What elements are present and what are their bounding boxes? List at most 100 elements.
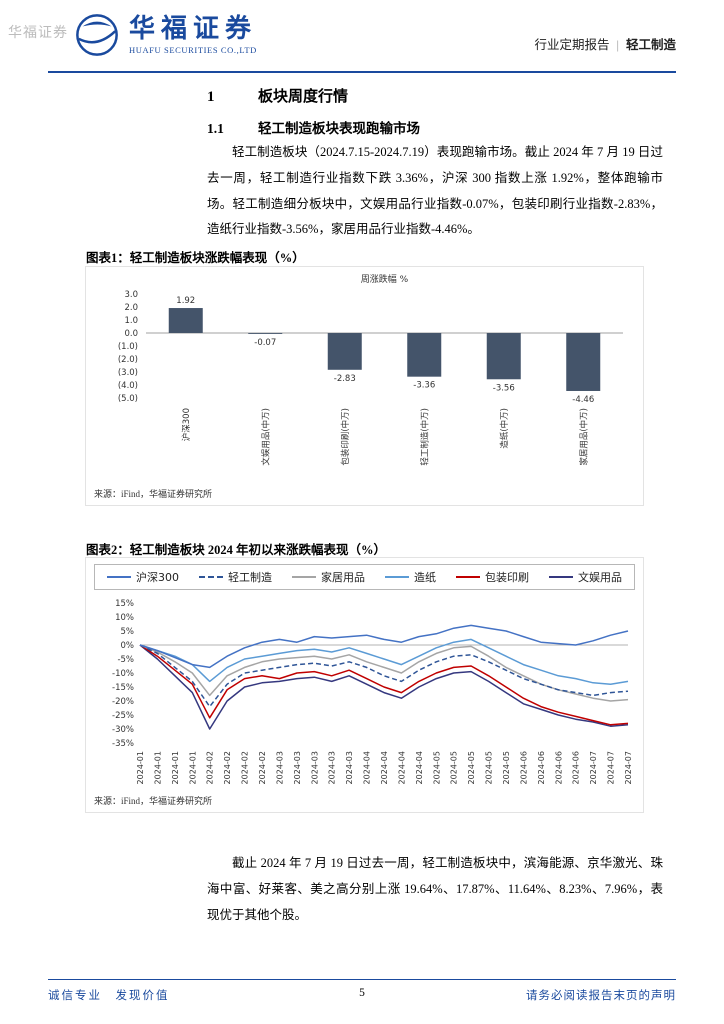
subsection-title: 轻工制造板块表现跑输市场 [258,121,420,136]
svg-text:沪深300: 沪深300 [181,408,192,441]
subsection-number: 1.1 [207,121,224,136]
figure2-legend: 沪深300 轻工制造 家居用品 造纸 包装印刷 文娱用品 [94,564,635,590]
legend-label: 家居用品 [321,571,365,584]
svg-text:-3.36: -3.36 [413,381,435,391]
page-header: 华福证券 HUAFU SECURITIES CO.,LTD 行业定期报告 | 轻工制… [48,12,676,58]
legend-label: 沪深300 [136,571,179,584]
svg-text:2024-06: 2024-06 [537,751,546,784]
svg-text:2024-03: 2024-03 [345,751,354,784]
svg-text:1.92: 1.92 [176,296,195,306]
legend-swatch [385,576,409,578]
legend-label: 造纸 [414,571,436,584]
ytd-change-line-chart: 15%10%5%0%-5%-10%-15%-20%-25%-30%-35%202… [112,599,633,784]
svg-text:-5%: -5% [117,655,134,665]
svg-text:文娱用品(中万): 文娱用品(中万) [260,408,271,466]
svg-text:造纸(中万): 造纸(中万) [499,408,510,449]
svg-text:0%: 0% [121,641,135,651]
figure1-label: 图表1： [86,251,130,265]
svg-text:0.0: 0.0 [124,329,138,339]
figure1-chart-box: 周涨跌幅 % 3.0 2.0 1.0 0.0 (1.0) (2.0) (3.0) (4.0) (5… [85,266,644,506]
svg-text:-4.46: -4.46 [572,395,594,405]
svg-text:2024-07: 2024-07 [624,751,633,784]
sector-label: 轻工制造 [625,38,676,52]
figure1-title: 轻工制造板块涨跌幅表现（%） [129,251,305,265]
svg-text:2024-03: 2024-03 [328,751,337,784]
svg-text:5%: 5% [121,627,135,637]
brand-name-en: HUAFU SECURITIES CO.,LTD [129,44,257,55]
legend-item: 沪深300 [107,569,179,585]
figure2-chart-box: 沪深300 轻工制造 家居用品 造纸 包装印刷 文娱用品 15% 10% 5% 0% -5% -10… [85,557,644,813]
svg-text:-25%: -25% [112,711,134,721]
footer-rule [48,979,676,980]
footer-motto: 诚信专业 发现价值 [48,990,170,1002]
svg-text:-20%: -20% [112,697,134,707]
svg-text:家居用品(中万): 家居用品(中万) [578,408,589,466]
figure2-label: 图表2： [86,543,130,557]
svg-text:2024-01: 2024-01 [153,751,162,784]
figure2-source: 来源：iFind，华福证券研究所 [94,796,213,806]
watermark-text: 华福证券 [8,26,68,41]
svg-text:2024-01: 2024-01 [188,751,197,784]
svg-text:2024-07: 2024-07 [589,751,598,784]
figure2-caption: 图表2：轻工制造板块 2024 年初以来涨跌幅表现（%） [86,539,386,558]
legend-swatch [292,576,316,578]
svg-text:2024-06: 2024-06 [572,751,581,784]
svg-text:2024-02: 2024-02 [258,751,267,784]
svg-text:2.0: 2.0 [124,303,138,313]
header-rule [48,71,676,73]
svg-text:2024-04: 2024-04 [415,751,424,784]
svg-text:-30%: -30% [112,725,134,735]
svg-text:2024-05: 2024-05 [450,751,459,784]
svg-text:包装印刷(中万): 包装印刷(中万) [340,408,351,466]
figure2-title: 轻工制造板块 2024 年初以来涨跌幅表现（%） [129,543,387,557]
svg-text:2024-04: 2024-04 [363,751,372,784]
svg-text:2024-05: 2024-05 [502,751,511,784]
subsection-heading: 1.1 轻工制造板块表现跑输市场 [207,117,420,137]
huafu-logo-icon [74,12,120,58]
svg-text:2024-01: 2024-01 [136,751,145,784]
svg-text:2024-03: 2024-03 [310,751,319,784]
svg-text:-10%: -10% [112,669,134,679]
section-heading: 1 板块周度行情 [207,85,348,106]
legend-item: 包装印刷 [456,569,529,585]
paragraph-stock-performance: 截止 2024 年 7 月 19 日过去一周，轻工制造板块中，滨海能源、京华激光… [207,856,663,922]
svg-text:-2.83: -2.83 [334,374,356,384]
section-number: 1 [207,89,215,105]
svg-text:周涨跌幅 %: 周涨跌幅 % [361,273,409,285]
legend-swatch [199,576,223,578]
svg-text:15%: 15% [115,599,134,609]
legend-item: 轻工制造 [199,569,272,585]
svg-text:2024-04: 2024-04 [397,751,406,784]
svg-text:-3.56: -3.56 [493,383,515,393]
report-meta: 行业定期报告 | 轻工制造 [534,34,676,58]
section-title: 板块周度行情 [258,89,349,105]
svg-text:2024-07: 2024-07 [607,751,616,784]
svg-text:2024-05: 2024-05 [432,751,441,784]
legend-item: 文娱用品 [549,569,622,585]
legend-label: 轻工制造 [228,571,272,584]
svg-text:2024-05: 2024-05 [467,751,476,784]
brand-name-cn: 华福证券 [129,14,258,44]
svg-text:(4.0): (4.0) [118,381,138,391]
legend-item: 造纸 [385,569,436,585]
svg-text:10%: 10% [115,613,134,623]
weekly-change-bar-chart: 周涨跌幅 % 3.0 2.0 1.0 0.0 (1.0) (2.0) (3.0) (4.0) (5… [118,273,623,466]
svg-text:2024-01: 2024-01 [171,751,180,784]
paragraph-sector-performance: 轻工制造板块（2024.7.15-2024.7.19）表现跑输市场。截止 202… [207,145,663,237]
legend-label: 包装印刷 [485,571,529,584]
svg-text:(2.0): (2.0) [118,355,138,365]
svg-text:1.0: 1.0 [124,316,138,326]
svg-text:2024-03: 2024-03 [293,751,302,784]
brand: 华福证券 HUAFU SECURITIES CO.,LTD [74,12,257,58]
report-type-label: 行业定期报告 [534,38,610,52]
svg-text:2024-02: 2024-02 [206,751,215,784]
svg-text:(1.0): (1.0) [118,342,138,352]
svg-text:2024-04: 2024-04 [380,751,389,784]
legend-swatch [107,576,131,578]
legend-swatch [456,576,480,578]
svg-text:-35%: -35% [112,739,134,749]
figure1-source: 来源：iFind，华福证券研究所 [94,489,213,499]
svg-text:2024-06: 2024-06 [519,751,528,784]
svg-text:2024-05: 2024-05 [485,751,494,784]
